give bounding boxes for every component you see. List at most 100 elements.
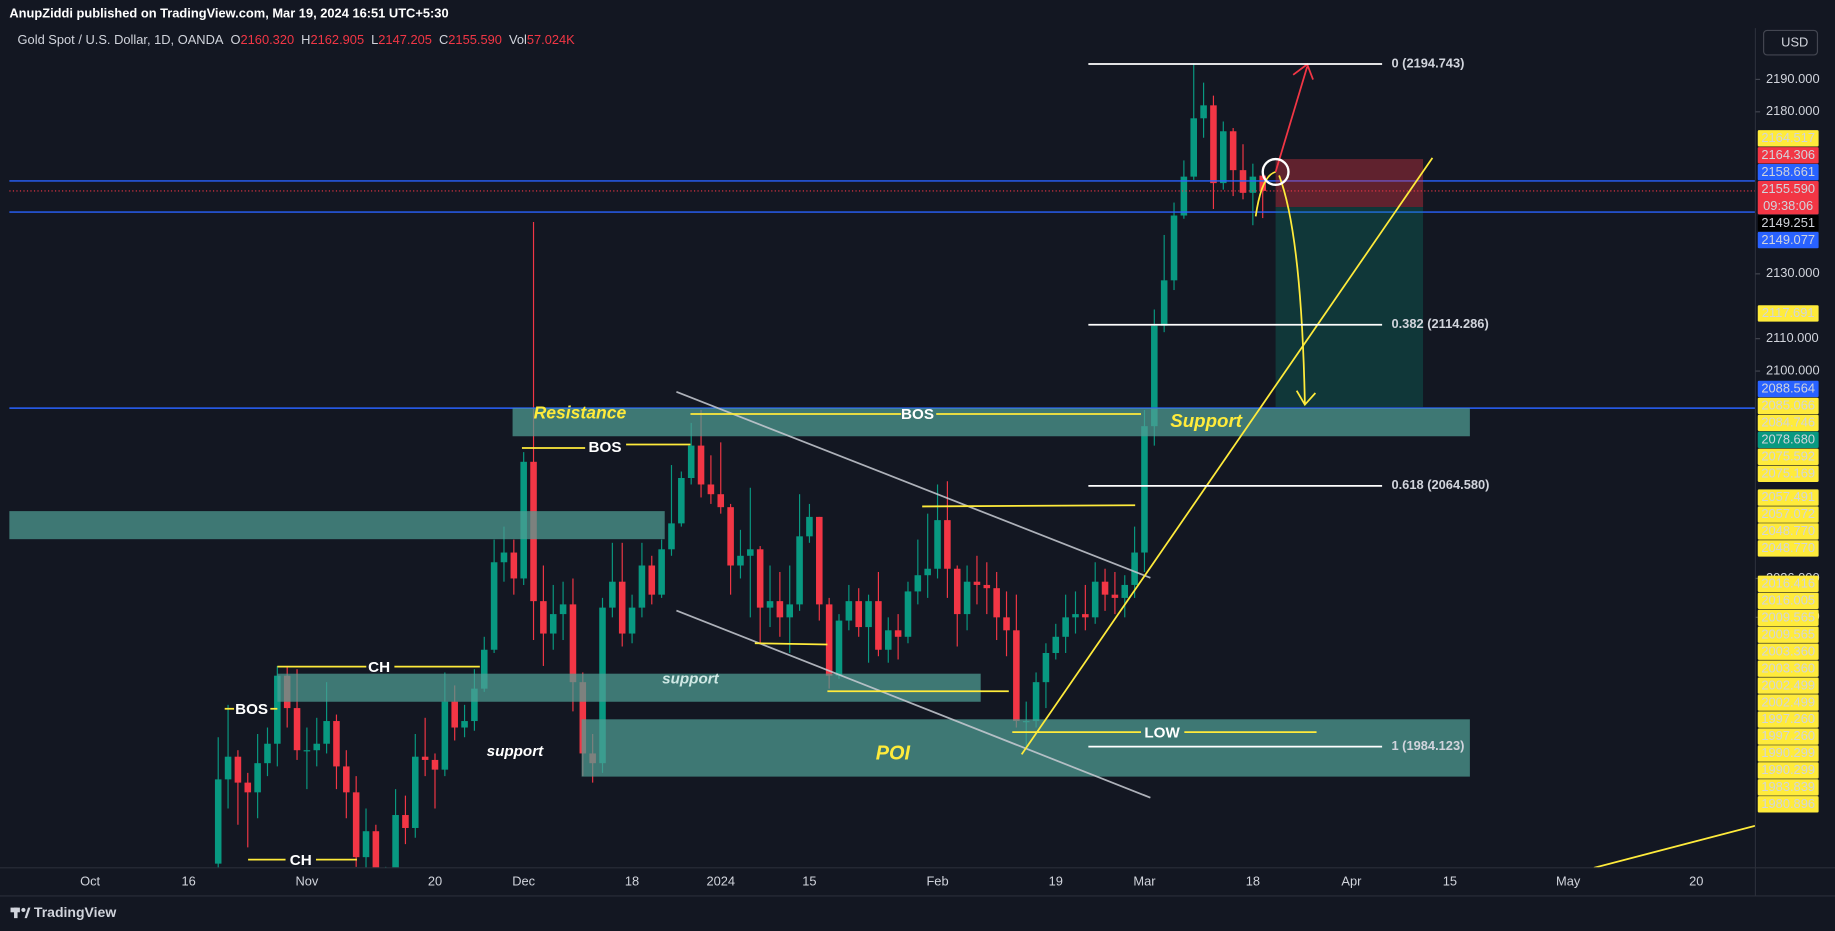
price-label-box xyxy=(1757,448,1819,465)
price-label: 2002.499 xyxy=(1761,677,1815,692)
fib-label: 0.618 (2064.580) xyxy=(1391,477,1489,492)
candle-body xyxy=(343,766,350,793)
candle-body xyxy=(1210,105,1217,184)
candle-body xyxy=(1052,636,1060,653)
candle-body xyxy=(1101,581,1109,595)
x-tick-label: 20 xyxy=(428,873,442,888)
price-label-box xyxy=(1757,164,1819,181)
ohlc-key: C xyxy=(439,32,448,47)
candle-body xyxy=(1141,426,1148,553)
candle-body xyxy=(707,484,715,495)
price-label: 2003.360 xyxy=(1761,643,1815,658)
price-label-box xyxy=(1757,130,1819,147)
candle-body xyxy=(865,601,872,628)
candle-body xyxy=(1180,176,1188,216)
price-label: 2164.306 xyxy=(1761,147,1815,162)
price-label-box xyxy=(1757,380,1819,398)
x-tick-label: 18 xyxy=(625,873,639,888)
price-label-box xyxy=(1757,796,1819,813)
entry-circle xyxy=(1261,157,1290,186)
candle-body xyxy=(293,708,301,751)
currency[interactable]: USD xyxy=(1781,35,1808,50)
ohlc-value: 57.024K xyxy=(527,32,575,47)
arrow-curve xyxy=(1254,171,1276,217)
price-label-box xyxy=(1757,762,1819,779)
candle-body xyxy=(737,555,744,566)
y-tick-label: 2100.000 xyxy=(1766,362,1820,377)
candle-body xyxy=(549,614,557,634)
ohlc-value: 2155.590 xyxy=(448,32,502,47)
candle-body xyxy=(333,721,340,767)
candle-body xyxy=(1249,176,1257,193)
annotation: POI xyxy=(876,743,911,765)
annotation: BOS xyxy=(235,701,268,718)
price-label: 2016.005 xyxy=(1761,593,1815,608)
annotation: Resistance xyxy=(534,403,627,423)
candle-body xyxy=(963,581,971,615)
price-label: 2085.066 xyxy=(1761,398,1815,413)
price-labels: 2164.517 2164.306 2158.661 2155.590 09:38:06… xyxy=(1757,130,1819,813)
x-tick-label: 16 xyxy=(181,873,195,888)
price-label-box xyxy=(1757,711,1819,728)
price-label: 1990.299 xyxy=(1761,745,1815,760)
ohlc-key: L xyxy=(371,32,378,47)
candle-body xyxy=(214,779,222,864)
ohlc-key: H xyxy=(301,32,310,47)
price-label-box xyxy=(1757,214,1819,232)
candle-body xyxy=(1131,552,1138,585)
fib-levels: 0 (2194.743) 0.382 (2114.286) 0.618 (2064.… xyxy=(1088,55,1489,753)
candle-body xyxy=(855,601,862,628)
candle-body xyxy=(894,630,902,637)
zone xyxy=(277,673,981,702)
candle-body xyxy=(1229,131,1237,171)
price-label-box xyxy=(1757,231,1819,249)
candle-body xyxy=(756,549,764,608)
candle-body xyxy=(362,831,370,858)
price-label: 2048.770 xyxy=(1761,540,1815,555)
price-label-box xyxy=(1757,305,1819,322)
price-label: 2158.661 xyxy=(1761,164,1815,179)
trend-line xyxy=(1020,157,1434,755)
price-label: 1997.260 xyxy=(1761,728,1815,743)
candle-body xyxy=(510,552,518,579)
candle-body xyxy=(274,675,281,744)
price-label: 2016.416 xyxy=(1761,576,1815,591)
x-tick-label: Apr xyxy=(1341,873,1362,888)
candle-body xyxy=(816,516,823,605)
price-label: 2003.360 xyxy=(1761,660,1815,675)
ohlc-key: Vol xyxy=(509,32,527,47)
price-label: 2084.746 xyxy=(1761,415,1815,430)
price-label: 2117.691 xyxy=(1762,305,1815,320)
price-label: 2002.499 xyxy=(1761,694,1815,709)
price-label: 2075.169 xyxy=(1761,465,1815,480)
candle-body xyxy=(727,507,734,566)
fib-label: 0.382 (2114.286) xyxy=(1391,316,1488,331)
candle-body xyxy=(668,523,675,550)
x-tick-label: 2024 xyxy=(706,873,735,888)
x-tick-label: Feb xyxy=(926,873,948,888)
candle-body xyxy=(1032,682,1040,722)
candle-body xyxy=(540,601,547,634)
price-label-box xyxy=(1757,465,1819,482)
candle-body xyxy=(697,445,705,485)
currency-button[interactable]: USD xyxy=(1763,29,1819,56)
candle-body xyxy=(1121,584,1129,598)
zone xyxy=(9,511,665,540)
candle-body xyxy=(431,759,439,770)
candle-body xyxy=(1170,215,1178,281)
candle-body xyxy=(1200,105,1207,119)
candle-body xyxy=(687,445,695,479)
price-label: 2155.590 xyxy=(1761,181,1815,196)
ohlc-key: O xyxy=(230,32,240,47)
currency-box[interactable] xyxy=(1763,29,1819,56)
price-label-box xyxy=(1757,147,1819,164)
candle-body xyxy=(579,682,587,754)
candle-body xyxy=(845,601,853,621)
price-label-box xyxy=(1757,181,1819,215)
countdown: 09:38:06 xyxy=(1763,198,1813,213)
price-label-box xyxy=(1757,540,1819,557)
logo-part xyxy=(24,907,31,919)
candle-body xyxy=(234,756,242,783)
